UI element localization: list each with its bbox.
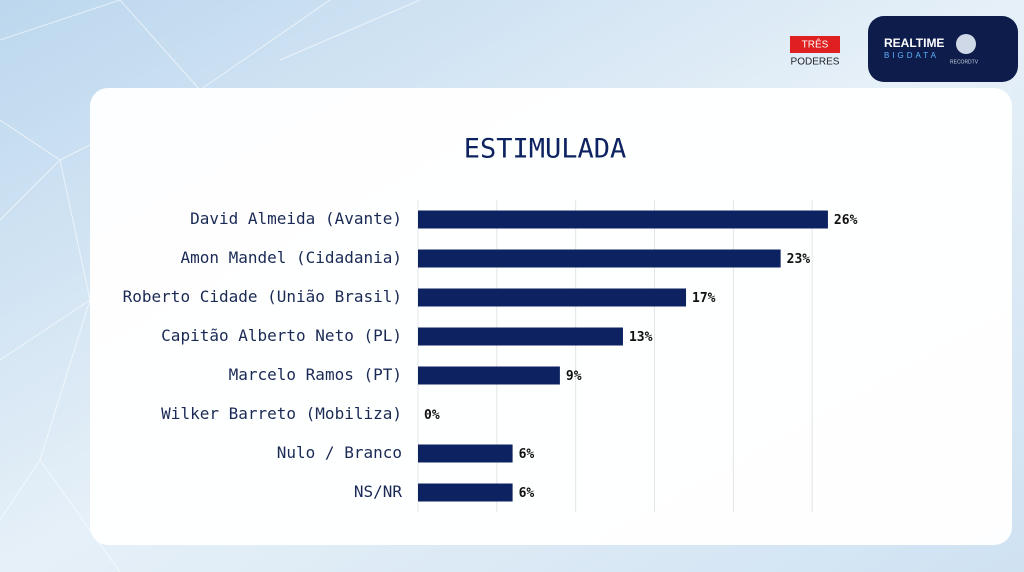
value-label: 6% xyxy=(519,447,535,462)
y-tick-label: Nulo / Branco xyxy=(277,443,402,462)
y-tick-label: Wilker Barreto (Mobiliza) xyxy=(161,404,402,423)
value-label: 23% xyxy=(787,252,811,267)
y-tick-label: Amon Mandel (Cidadania) xyxy=(180,248,402,267)
logo-box xyxy=(868,16,1018,82)
bar xyxy=(418,249,781,268)
logo-text: TRÊS xyxy=(802,38,829,51)
value-label: 6% xyxy=(519,486,535,501)
value-label: 9% xyxy=(566,369,582,384)
value-label: 17% xyxy=(692,291,716,306)
y-tick-label: Capitão Alberto Neto (PL) xyxy=(161,326,402,345)
y-tick-label: Marcelo Ramos (PT) xyxy=(229,365,402,384)
card xyxy=(90,88,1012,545)
logo-box xyxy=(790,36,840,53)
value-label: 0% xyxy=(424,408,440,423)
value-label: 13% xyxy=(629,330,653,345)
logo-text: REALTIME xyxy=(884,36,944,50)
bar xyxy=(418,444,513,463)
value-label: 26% xyxy=(834,213,858,228)
bar xyxy=(418,483,513,502)
logo-text: BIGDATA xyxy=(884,51,939,60)
y-tick-label: Roberto Cidade (União Brasil) xyxy=(123,287,402,306)
logo-text: RECORDTV xyxy=(950,59,979,65)
y-tick-label: NS/NR xyxy=(354,482,403,501)
logo-text: PODERES xyxy=(791,57,840,68)
y-tick-label: David Almeida (Avante) xyxy=(190,209,402,228)
bar xyxy=(418,327,623,346)
plot: David Almeida (Avante) 26% Amon Mandel (Ci… xyxy=(123,200,858,512)
bar xyxy=(418,210,828,229)
chart-title: ESTIMULADA xyxy=(464,134,627,165)
bar xyxy=(418,366,560,385)
bar xyxy=(418,288,687,307)
logo-icon xyxy=(956,34,976,54)
